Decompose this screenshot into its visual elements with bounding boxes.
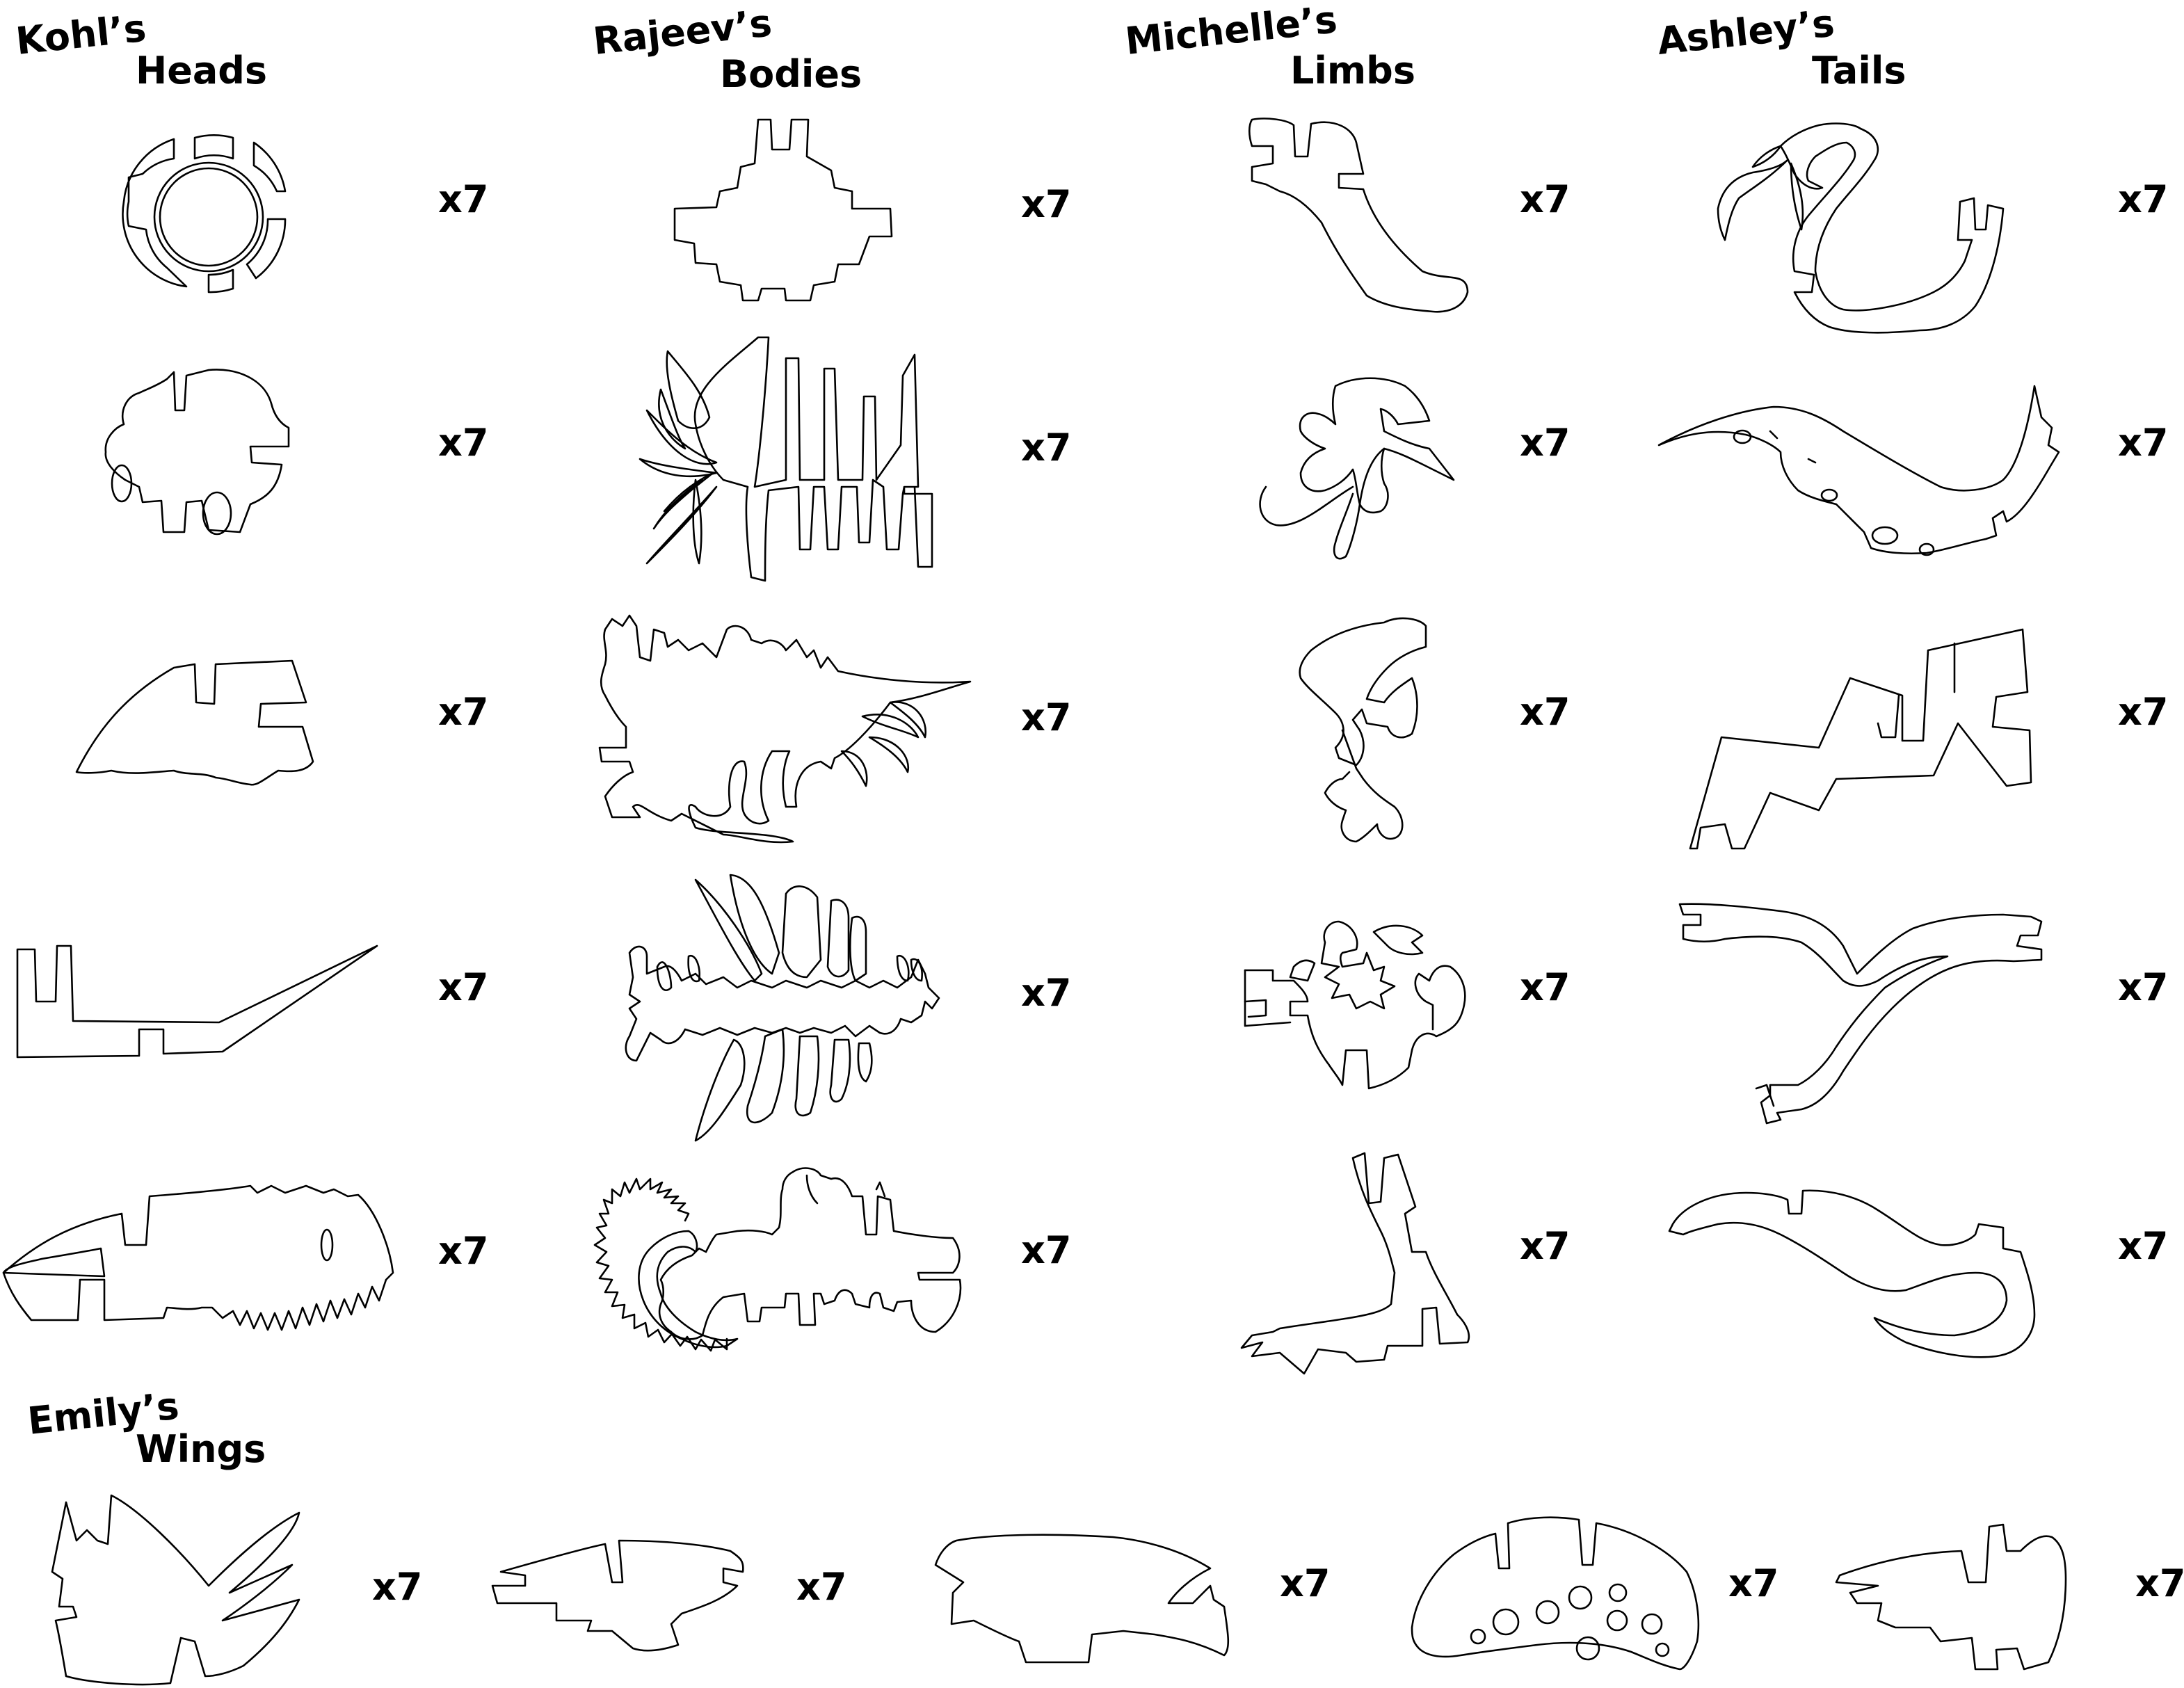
head-5-count: x7 xyxy=(438,1229,488,1273)
head-4-count: x7 xyxy=(438,965,488,1009)
tail-1-count: x7 xyxy=(2118,177,2168,221)
wings-part: Wings xyxy=(136,1427,266,1471)
wing-3-count: x7 xyxy=(1280,1561,1330,1605)
wing-shape-3 xyxy=(934,1534,1230,1664)
tails-part: Tails xyxy=(1812,49,1906,93)
bodies-title: Rajeev’s Bodies xyxy=(591,1,862,96)
wing-4-count: x7 xyxy=(1728,1561,1778,1605)
limb-shape-2 xyxy=(1259,377,1455,560)
limbs-part: Limbs xyxy=(1290,49,1415,93)
limb-1-count: x7 xyxy=(1520,177,1570,221)
body-5-count: x7 xyxy=(1021,1228,1071,1272)
heads-title: Kohl’s Heads xyxy=(14,6,267,93)
tail-shape-3 xyxy=(1689,628,2032,850)
wing-5-count: x7 xyxy=(2135,1561,2184,1605)
wing-2-count: x7 xyxy=(796,1565,846,1609)
heads-part: Heads xyxy=(136,49,267,93)
body-2-count: x7 xyxy=(1021,426,1071,469)
tail-2-count: x7 xyxy=(2118,421,2168,465)
head-2-count: x7 xyxy=(438,421,488,465)
limb-3-count: x7 xyxy=(1520,690,1570,734)
heads-owner: Kohl’s xyxy=(14,6,148,63)
wing-shape-4 xyxy=(1411,1516,1700,1671)
head-shape-5 xyxy=(2,1184,394,1331)
limb-shape-1 xyxy=(1248,118,1469,313)
head-shape-4 xyxy=(16,945,378,1059)
body-shape-5 xyxy=(593,1167,962,1352)
limb-2-count: x7 xyxy=(1520,421,1570,465)
tail-shape-2 xyxy=(1657,385,2060,556)
body-shape-2 xyxy=(639,336,933,582)
head-shape-2 xyxy=(104,369,290,536)
tail-shape-1 xyxy=(1717,122,2005,334)
wing-shape-5 xyxy=(1835,1523,2067,1671)
limb-5-count: x7 xyxy=(1520,1224,1570,1268)
wing-1-count: x7 xyxy=(372,1565,422,1609)
tail-3-count: x7 xyxy=(2118,690,2168,734)
bodies-part: Bodies xyxy=(720,52,862,96)
limb-shape-4 xyxy=(1244,920,1466,1090)
limb-shape-3 xyxy=(1299,617,1427,843)
tail-shape-5 xyxy=(1668,1189,2036,1358)
wing-shape-2 xyxy=(491,1539,744,1652)
limb-4-count: x7 xyxy=(1520,965,1570,1009)
body-4-count: x7 xyxy=(1021,971,1071,1015)
body-1-count: x7 xyxy=(1021,182,1071,226)
limbs-title: Michelle’s Limbs xyxy=(1123,0,1415,93)
body-shape-4 xyxy=(625,874,940,1142)
tails-title: Ashley’s Tails xyxy=(1655,1,1906,93)
head-shape-3 xyxy=(75,659,314,786)
body-3-count: x7 xyxy=(1021,696,1071,739)
wing-shape-1 xyxy=(51,1494,300,1686)
limb-shape-5 xyxy=(1240,1152,1470,1375)
wings-title: Emily’s Wings xyxy=(26,1383,266,1471)
head-1-count: x7 xyxy=(438,177,488,221)
body-shape-3 xyxy=(598,614,972,844)
tail-shape-4 xyxy=(1678,903,2043,1125)
head-3-count: x7 xyxy=(438,690,488,734)
body-shape-1 xyxy=(673,118,893,302)
tails-owner: Ashley’s xyxy=(1655,1,1837,63)
tail-5-count: x7 xyxy=(2118,1224,2168,1268)
tail-4-count: x7 xyxy=(2118,965,2168,1009)
head-shape-1 xyxy=(122,134,287,294)
